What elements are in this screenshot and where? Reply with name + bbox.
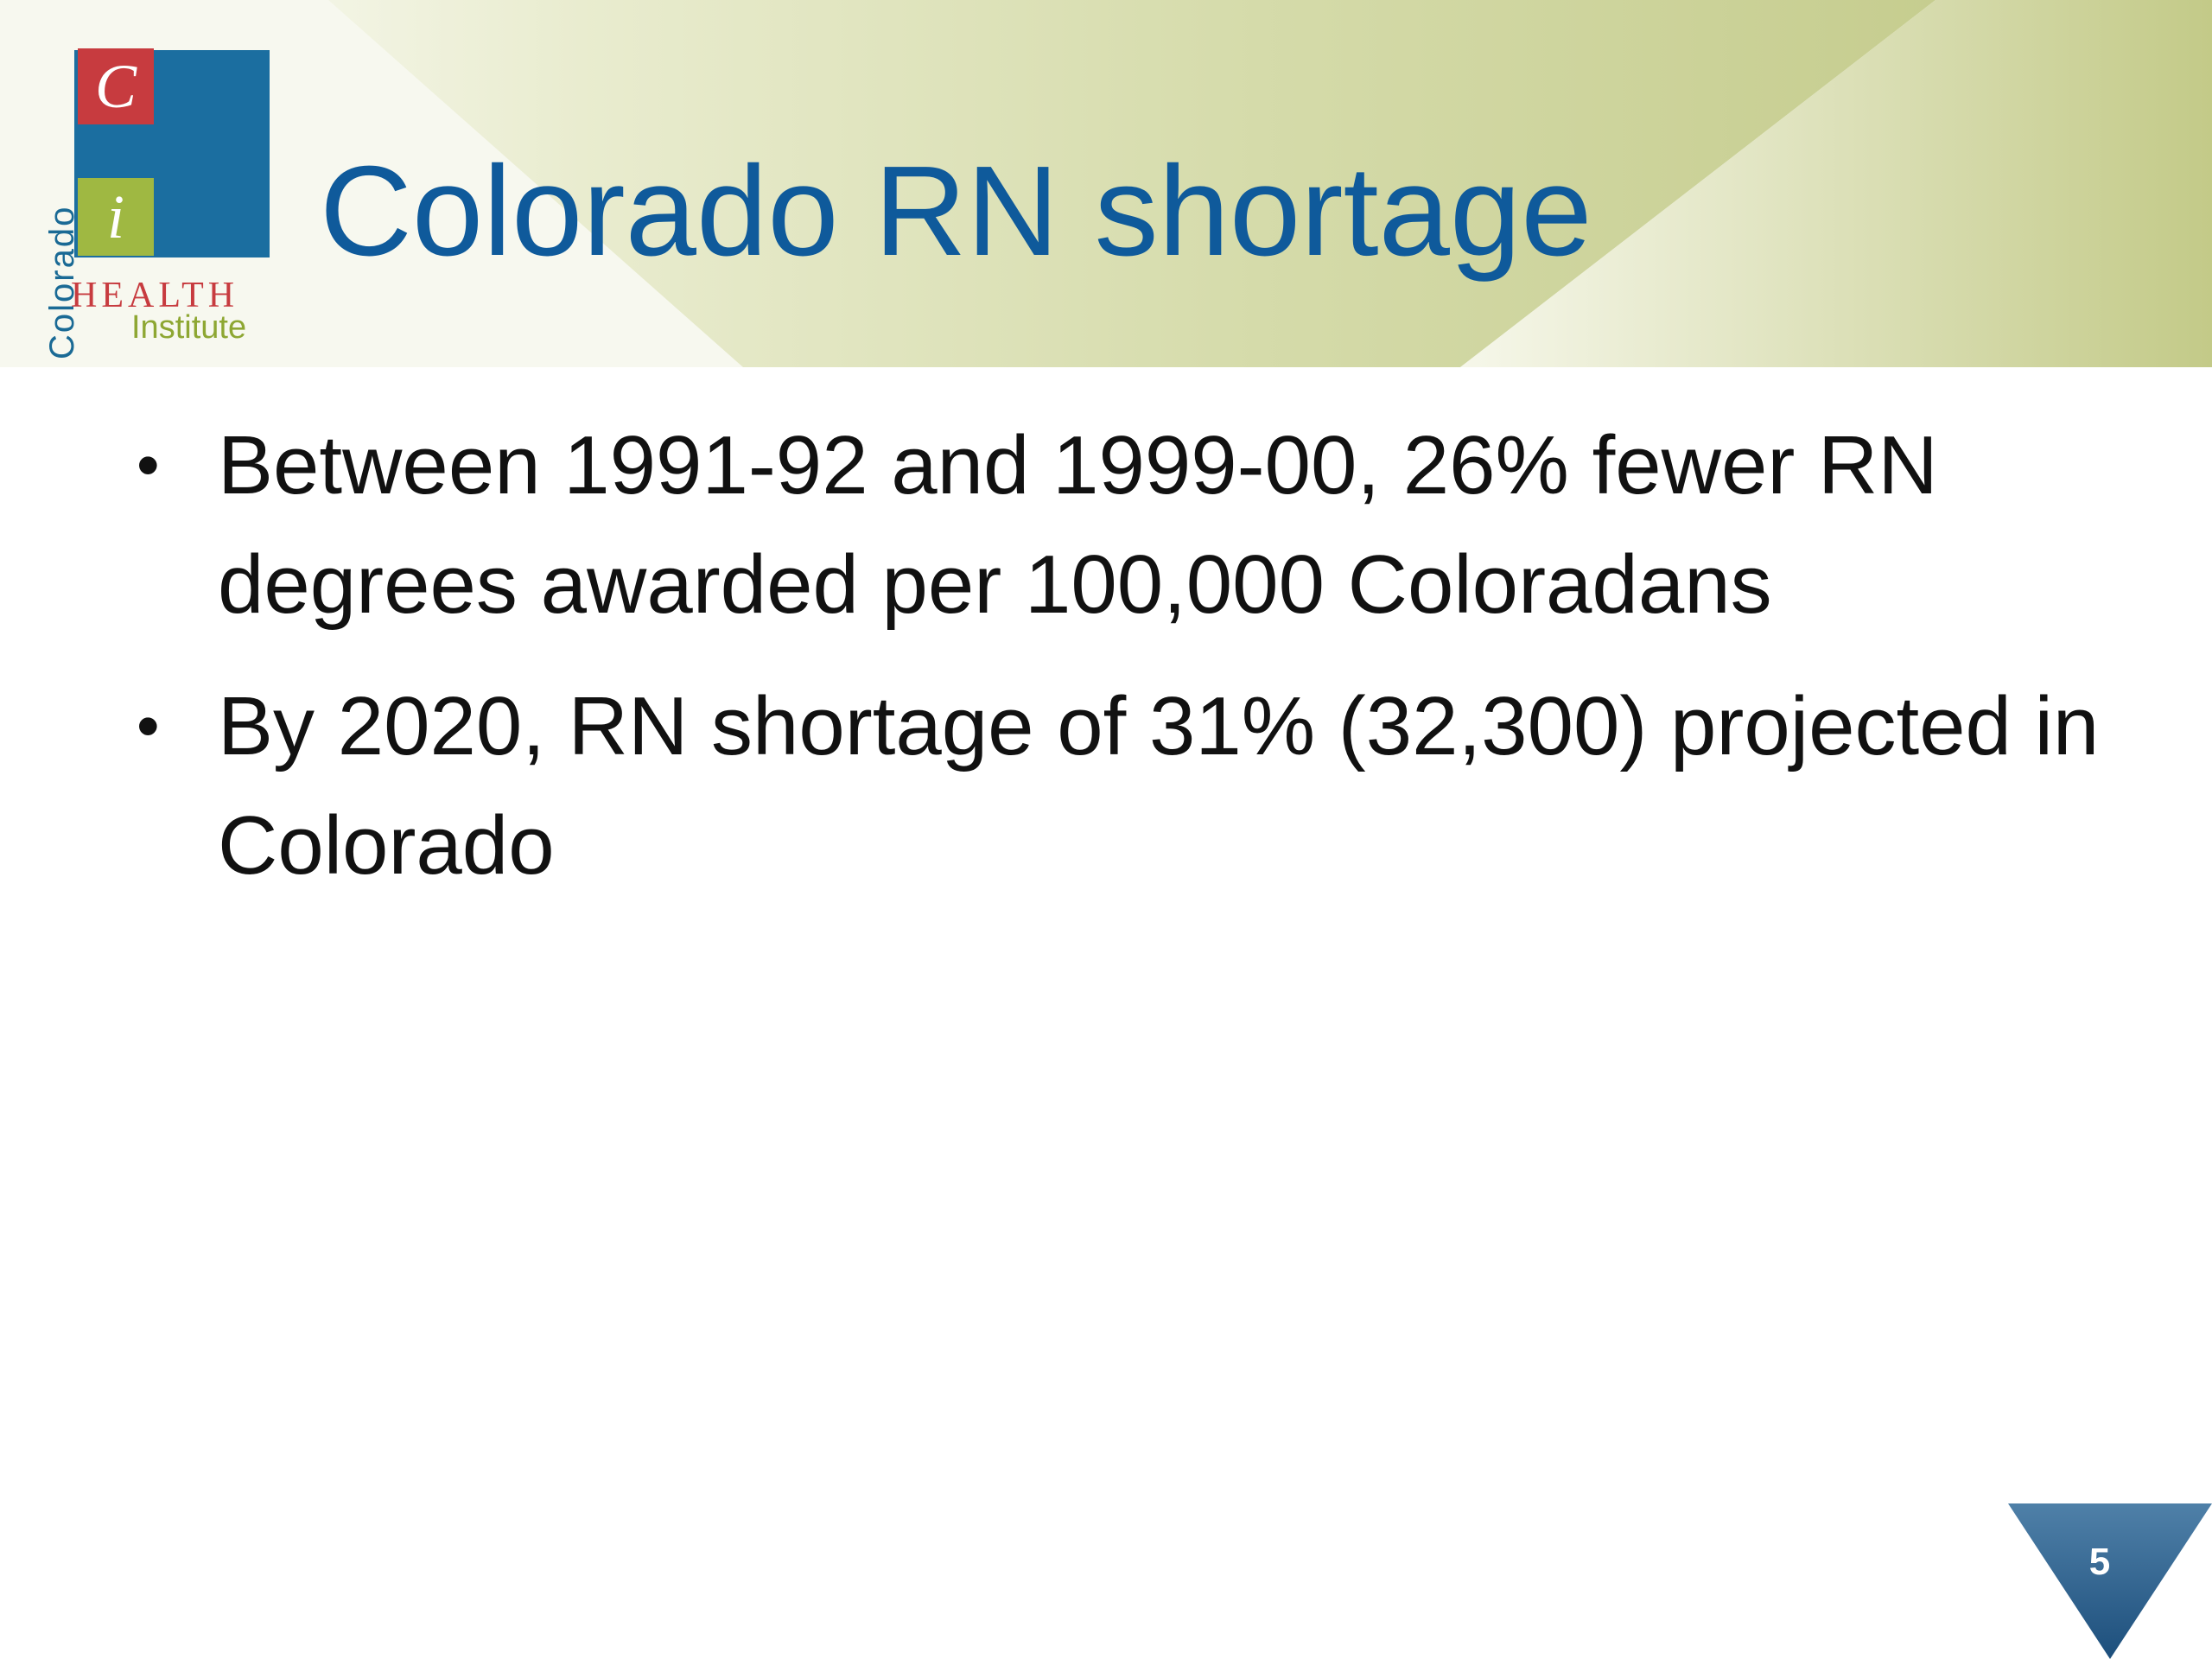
page-number: 5 xyxy=(2088,1541,2111,1583)
bullet-marker: • xyxy=(137,690,160,763)
colorado-health-institute-logo: Colorado C i HEALTH Institute xyxy=(21,48,280,359)
bullet-item: • Between 1991-92 and 1999-00, 26% fewer… xyxy=(130,406,2117,645)
bullet-text: Between 1991-92 and 1999-00, 26% fewer R… xyxy=(218,419,1938,631)
logo-vertical-text: Colorado xyxy=(36,187,81,359)
logo-letter-c: C xyxy=(78,48,154,124)
logo-letter-i: i xyxy=(78,178,154,256)
bullet-marker: • xyxy=(137,429,160,502)
bullet-list: • Between 1991-92 and 1999-00, 26% fewer… xyxy=(130,406,2117,928)
bullet-item: • By 2020, RN shortage of 31% (32,300) p… xyxy=(130,667,2117,906)
bullet-text: By 2020, RN shortage of 31% (32,300) pro… xyxy=(218,680,2100,892)
logo-health-label: HEALTH xyxy=(71,276,239,315)
slide-title: Colorado RN shortage xyxy=(320,140,1592,283)
header-band xyxy=(0,0,2212,367)
page-number-triangle xyxy=(2008,1503,2212,1659)
logo-institute-label: Institute xyxy=(131,309,247,346)
